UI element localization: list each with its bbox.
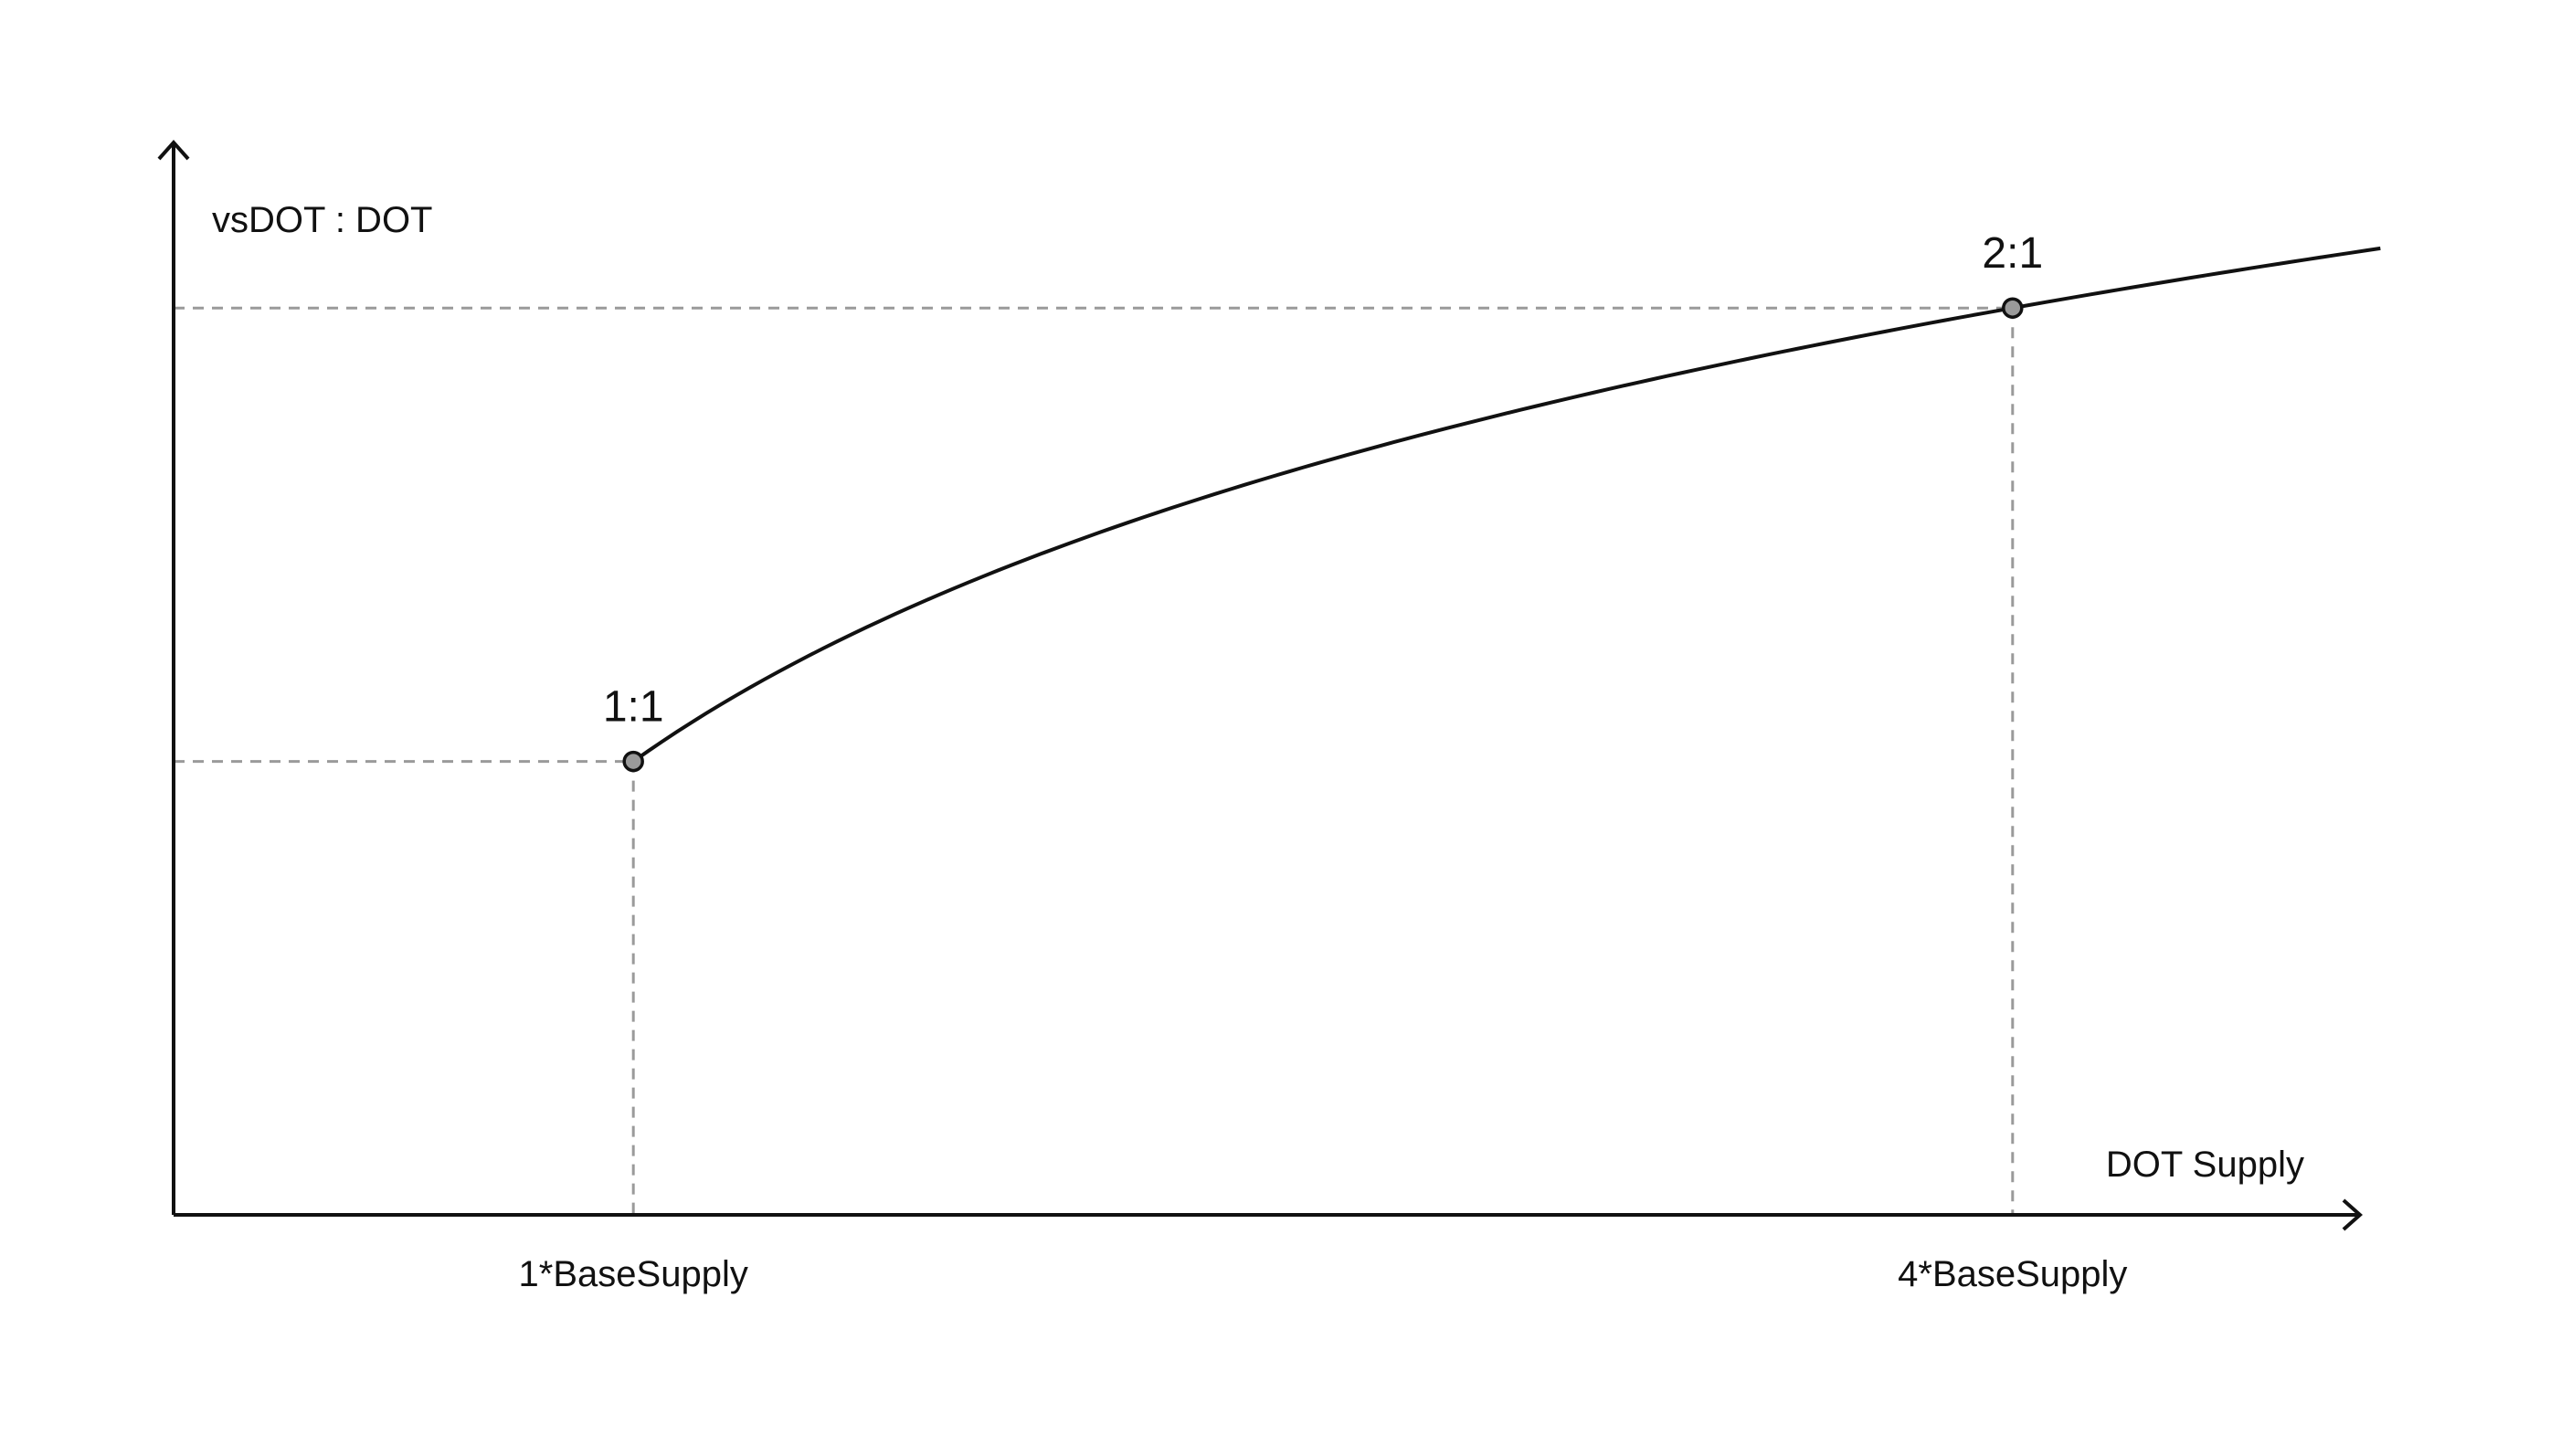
data-label-1to1: 1:1 xyxy=(603,683,664,732)
data-point-2to1 xyxy=(2002,297,2024,319)
x-axis-title: DOT Supply xyxy=(2106,1145,2304,1185)
ratio-curve xyxy=(632,246,2381,764)
y-axis-arrowhead xyxy=(157,139,190,161)
x-tick-label-4x: 4*BaseSupply xyxy=(1898,1254,2127,1294)
data-label-2to1: 2:1 xyxy=(1982,229,2043,278)
x-tick-label-1x: 1*BaseSupply xyxy=(519,1254,748,1294)
x-axis-arrowhead xyxy=(2342,1198,2364,1231)
data-point-1to1 xyxy=(622,750,644,773)
y-axis-title: vsDOT : DOT xyxy=(212,200,432,240)
